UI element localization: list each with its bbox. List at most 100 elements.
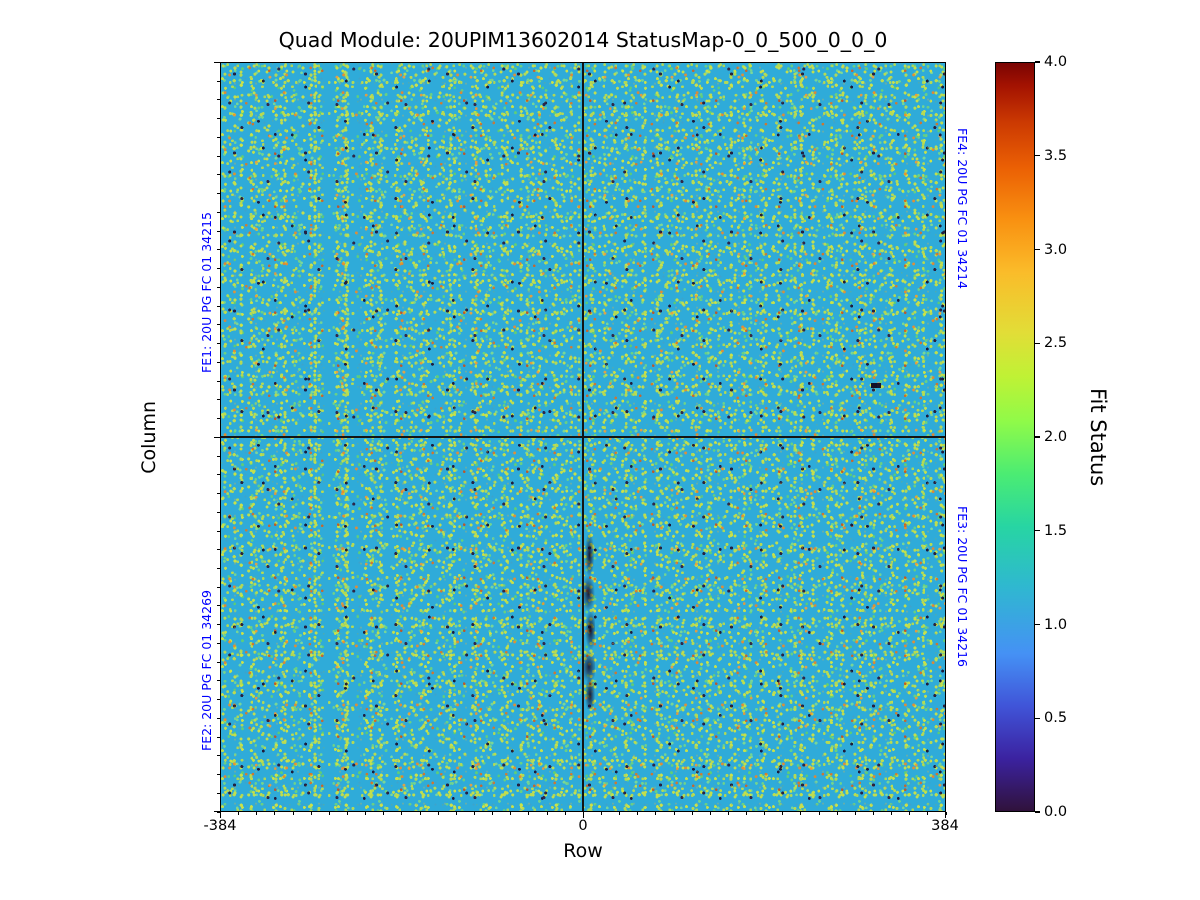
- x-minor-tick: [709, 811, 711, 816]
- x-minor-tick: [365, 811, 367, 816]
- x-minor-tick: [220, 811, 221, 816]
- frontend-label-fe4: FE4: 20U PG FC 01 34214: [955, 128, 970, 289]
- x-axis-label: Row: [563, 840, 603, 862]
- colorbar-tick-mark: [1035, 623, 1040, 626]
- x-tick-label-max: 384: [931, 818, 959, 834]
- x-minor-tick: [691, 811, 693, 816]
- colorbar-tick-label: 4.0: [1044, 54, 1068, 70]
- x-minor-tick: [945, 811, 947, 816]
- y-minor-tick: [216, 399, 220, 401]
- x-minor-tick: [473, 811, 475, 816]
- y-minor-tick: [216, 361, 220, 363]
- defect-streak-marker: [584, 534, 596, 710]
- y-minor-tick: [216, 474, 220, 476]
- heatmap-plot-area[interactable]: [220, 62, 946, 812]
- x-minor-tick: [310, 811, 312, 816]
- x-minor-tick: [328, 811, 330, 816]
- y-minor-tick: [216, 118, 220, 120]
- y-minor-tick: [216, 549, 220, 551]
- colorbar-tick-mark: [1035, 811, 1040, 813]
- y-minor-tick: [216, 511, 220, 513]
- colorbar-tick-label: 0.0: [1044, 804, 1068, 820]
- y-minor-tick: [216, 155, 220, 157]
- y-minor-tick: [216, 268, 220, 270]
- y-minor-tick: [216, 792, 220, 794]
- y-minor-tick: [216, 249, 220, 251]
- x-minor-tick: [455, 811, 457, 816]
- x-minor-tick: [764, 811, 766, 816]
- colorbar-tick-mark: [1035, 155, 1040, 157]
- colorbar-tick-label: 1.0: [1044, 616, 1068, 633]
- x-minor-tick: [637, 811, 639, 816]
- chip-divider-vertical: [582, 63, 584, 811]
- x-tick-label-mid: 0: [578, 818, 588, 834]
- y-minor-tick: [216, 230, 220, 232]
- x-minor-tick: [909, 811, 911, 816]
- colorbar-tick-label: 3.0: [1044, 241, 1068, 258]
- x-minor-tick: [727, 811, 729, 816]
- x-minor-tick: [782, 811, 784, 816]
- x-minor-tick: [836, 811, 838, 816]
- colorbar-tick-mark: [1035, 248, 1040, 251]
- colorbar-gradient[interactable]: [995, 62, 1035, 812]
- y-minor-tick: [216, 605, 220, 607]
- x-minor-tick: [528, 811, 530, 816]
- x-minor-tick: [401, 811, 403, 816]
- x-minor-tick: [619, 811, 621, 816]
- y-minor-tick: [216, 99, 220, 101]
- frontend-label-fe3: FE3: 20U PG FC 01 34216: [955, 506, 970, 667]
- colorbar-label-container: Fit Status: [1086, 62, 1110, 812]
- page-title: Quad Module: 20UPIM13602014 StatusMap-0_…: [278, 28, 888, 52]
- y-minor-tick: [216, 62, 220, 63]
- x-minor-tick: [800, 811, 802, 816]
- y-axis-label: Column: [138, 400, 160, 474]
- y-minor-tick: [216, 211, 220, 213]
- x-minor-tick: [510, 811, 512, 816]
- x-minor-tick: [600, 811, 602, 816]
- y-axis-label-container: Column: [0, 62, 160, 812]
- y-minor-tick: [216, 418, 220, 420]
- y-minor-tick: [216, 193, 220, 195]
- x-minor-tick: [582, 811, 584, 816]
- x-minor-tick: [346, 811, 348, 816]
- x-tick-label-min: -384: [203, 818, 237, 834]
- x-minor-tick: [746, 811, 748, 816]
- y-minor-tick: [216, 755, 220, 757]
- x-minor-tick: [238, 811, 240, 816]
- y-minor-tick: [216, 717, 220, 719]
- y-minor-tick: [216, 174, 220, 176]
- y-minor-tick: [216, 624, 220, 626]
- x-minor-tick: [492, 811, 494, 816]
- colorbar-tick-mark: [1035, 61, 1040, 63]
- x-minor-tick: [292, 811, 294, 816]
- colorbar-tick-label: 2.5: [1044, 335, 1068, 352]
- x-minor-tick: [546, 811, 548, 816]
- y-minor-tick: [216, 699, 220, 701]
- y-minor-tick: [216, 642, 220, 644]
- y-minor-tick: [216, 661, 220, 663]
- x-minor-tick: [564, 811, 566, 816]
- colorbar-tick-mark: [1035, 717, 1040, 719]
- colorbar-tick-label: 2.0: [1044, 429, 1068, 445]
- y-minor-tick: [216, 343, 220, 345]
- x-minor-tick: [927, 811, 929, 816]
- y-minor-tick: [216, 811, 220, 813]
- frontend-label-fe2: FE2: 20U PG FC 01 34269: [199, 590, 214, 751]
- y-minor-tick: [216, 305, 220, 307]
- colorbar-tick-label: 1.5: [1044, 522, 1068, 539]
- y-minor-tick: [216, 455, 220, 457]
- y-minor-tick: [216, 586, 220, 588]
- y-minor-tick: [216, 136, 220, 138]
- y-minor-tick: [216, 286, 220, 288]
- colorbar-label: Fit Status: [1086, 387, 1110, 487]
- y-minor-tick: [216, 680, 220, 682]
- colorbar-tick-mark: [1035, 530, 1040, 532]
- x-minor-tick: [873, 811, 875, 816]
- y-minor-tick: [216, 436, 220, 438]
- y-minor-tick: [216, 380, 220, 382]
- x-minor-tick: [673, 811, 675, 816]
- x-minor-tick: [655, 811, 657, 816]
- x-minor-tick: [383, 811, 385, 816]
- x-minor-tick: [854, 811, 856, 816]
